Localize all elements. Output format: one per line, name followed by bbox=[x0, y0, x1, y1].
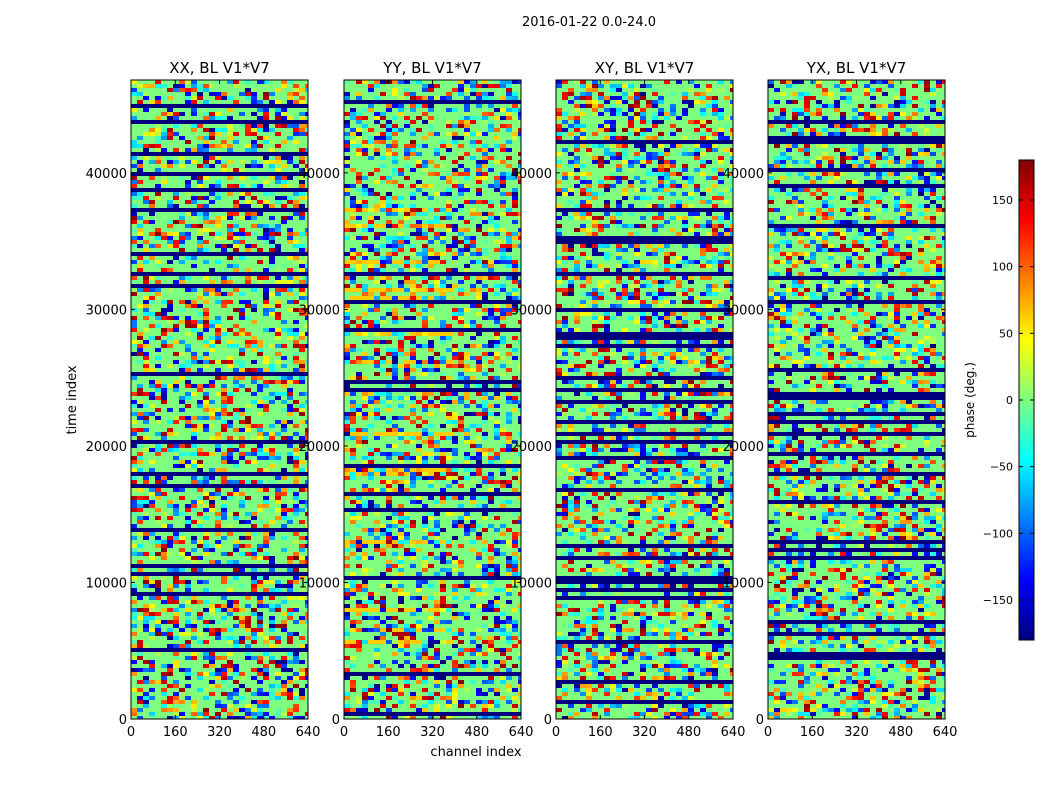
y-tick-label: 30000 bbox=[299, 303, 340, 318]
x-tick-label: 0 bbox=[340, 725, 348, 740]
panel-title: XY, BL V1*V7 bbox=[595, 59, 695, 77]
colorbar-tick-label: 50 bbox=[999, 327, 1013, 340]
y-tick-label: 0 bbox=[119, 713, 127, 728]
y-tick-label: 20000 bbox=[511, 440, 552, 455]
x-tick-label: 480 bbox=[251, 725, 276, 740]
y-tick-label: 20000 bbox=[299, 440, 340, 455]
y-tick-label: 0 bbox=[544, 713, 552, 728]
x-tick-label: 640 bbox=[933, 725, 958, 740]
colorbar: −150 −100 −50 0 50 100 150 phase (deg.) bbox=[963, 159, 1035, 641]
x-tick-label: 160 bbox=[800, 725, 825, 740]
y-tick-label: 40000 bbox=[511, 167, 552, 182]
y-tick-label: 0 bbox=[756, 713, 764, 728]
x-tick-label: 320 bbox=[632, 725, 657, 740]
x-tick-label: 480 bbox=[676, 725, 701, 740]
colorbar-label: phase (deg.) bbox=[963, 362, 977, 438]
panel-xx: XX, BL V1*V7 0 160 320 480 640 0 10000 20000 3000… bbox=[86, 59, 321, 740]
y-axis-label: time index bbox=[65, 365, 80, 434]
heatmap-image bbox=[768, 80, 945, 719]
y-tick-label: 40000 bbox=[299, 167, 340, 182]
x-tick-label: 160 bbox=[163, 725, 188, 740]
y-tick-label: 10000 bbox=[511, 576, 552, 591]
y-tick-label: 10000 bbox=[299, 576, 340, 591]
x-tick-label: 0 bbox=[764, 725, 772, 740]
x-tick-label: 480 bbox=[888, 725, 913, 740]
x-tick-label: 640 bbox=[296, 725, 321, 740]
panel-yx: YX, BL V1*V7 0 160 320 480 640 0 10000 20000 3000… bbox=[723, 59, 958, 740]
y-tick-label: 10000 bbox=[86, 576, 127, 591]
colorbar-tick-label: 150 bbox=[992, 194, 1013, 207]
y-tick-label: 40000 bbox=[723, 167, 764, 182]
y-tick-label: 30000 bbox=[86, 303, 127, 318]
x-tick-label: 0 bbox=[127, 725, 135, 740]
heatmap-image bbox=[131, 80, 308, 719]
y-tick-label: 0 bbox=[332, 713, 340, 728]
x-axis-label: channel index bbox=[430, 745, 521, 760]
panels: XX, BL V1*V7 0 160 320 480 640 0 10000 20000 3000… bbox=[86, 59, 958, 740]
panel-xy: XY, BL V1*V7 0 160 320 480 640 0 10000 20000 3000… bbox=[511, 59, 746, 740]
colorbar-tick-label: 0 bbox=[1006, 394, 1013, 407]
x-tick-label: 320 bbox=[420, 725, 445, 740]
x-tick-label: 160 bbox=[376, 725, 401, 740]
x-tick-label: 320 bbox=[844, 725, 869, 740]
x-tick-label: 480 bbox=[464, 725, 489, 740]
y-tick-label: 40000 bbox=[86, 167, 127, 182]
heatmap-image bbox=[344, 80, 521, 719]
y-tick-label: 30000 bbox=[511, 303, 552, 318]
panel-title: YX, BL V1*V7 bbox=[806, 59, 907, 77]
panel-title: XX, BL V1*V7 bbox=[169, 59, 270, 77]
x-tick-label: 640 bbox=[509, 725, 534, 740]
y-tick-label: 20000 bbox=[723, 440, 764, 455]
x-tick-label: 160 bbox=[588, 725, 613, 740]
y-tick-label: 30000 bbox=[723, 303, 764, 318]
y-tick-label: 20000 bbox=[86, 440, 127, 455]
x-tick-label: 640 bbox=[721, 725, 746, 740]
x-tick-label: 320 bbox=[207, 725, 232, 740]
colorbar-tick-label: −50 bbox=[990, 461, 1013, 474]
figure-suptitle: 2016-01-22 0.0-24.0 bbox=[522, 15, 656, 30]
colorbar-tick-label: 100 bbox=[992, 261, 1013, 274]
panel-title: YY, BL V1*V7 bbox=[382, 59, 481, 77]
colorbar-tick-label: −100 bbox=[983, 527, 1013, 540]
x-tick-label: 0 bbox=[552, 725, 560, 740]
panel-yy: YY, BL V1*V7 0 160 320 480 640 0 10000 20000 3000… bbox=[299, 59, 534, 740]
colorbar-tick-label: −150 bbox=[983, 594, 1013, 607]
y-tick-label: 10000 bbox=[723, 576, 764, 591]
heatmap-image bbox=[556, 80, 733, 719]
